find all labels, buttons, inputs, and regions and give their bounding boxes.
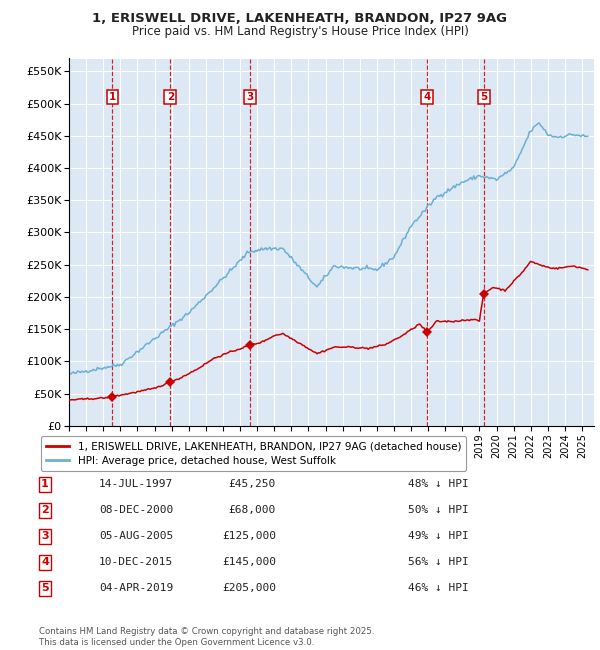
- Text: 3: 3: [247, 92, 254, 102]
- Legend: 1, ERISWELL DRIVE, LAKENHEATH, BRANDON, IP27 9AG (detached house), HPI: Average : 1, ERISWELL DRIVE, LAKENHEATH, BRANDON, …: [41, 436, 466, 471]
- Text: Price paid vs. HM Land Registry's House Price Index (HPI): Price paid vs. HM Land Registry's House …: [131, 25, 469, 38]
- Text: Contains HM Land Registry data © Crown copyright and database right 2025.
This d: Contains HM Land Registry data © Crown c…: [39, 627, 374, 647]
- Text: 2: 2: [167, 92, 174, 102]
- Text: 2: 2: [41, 505, 49, 515]
- Text: 50% ↓ HPI: 50% ↓ HPI: [408, 505, 469, 515]
- Text: 05-AUG-2005: 05-AUG-2005: [99, 531, 173, 541]
- Text: £205,000: £205,000: [222, 583, 276, 593]
- Text: £68,000: £68,000: [229, 505, 276, 515]
- Text: £145,000: £145,000: [222, 557, 276, 567]
- Text: 08-DEC-2000: 08-DEC-2000: [99, 505, 173, 515]
- Text: 10-DEC-2015: 10-DEC-2015: [99, 557, 173, 567]
- Text: 1, ERISWELL DRIVE, LAKENHEATH, BRANDON, IP27 9AG: 1, ERISWELL DRIVE, LAKENHEATH, BRANDON, …: [92, 12, 508, 25]
- Text: 49% ↓ HPI: 49% ↓ HPI: [408, 531, 469, 541]
- Text: £125,000: £125,000: [222, 531, 276, 541]
- Text: 4: 4: [424, 92, 431, 102]
- Text: £45,250: £45,250: [229, 479, 276, 489]
- Text: 4: 4: [41, 557, 49, 567]
- Text: 46% ↓ HPI: 46% ↓ HPI: [408, 583, 469, 593]
- Text: 5: 5: [480, 92, 487, 102]
- Text: 1: 1: [41, 479, 49, 489]
- Text: 56% ↓ HPI: 56% ↓ HPI: [408, 557, 469, 567]
- Text: 5: 5: [41, 583, 49, 593]
- Text: 3: 3: [41, 531, 49, 541]
- Text: 1: 1: [109, 92, 116, 102]
- Text: 04-APR-2019: 04-APR-2019: [99, 583, 173, 593]
- Text: 48% ↓ HPI: 48% ↓ HPI: [408, 479, 469, 489]
- Text: 14-JUL-1997: 14-JUL-1997: [99, 479, 173, 489]
